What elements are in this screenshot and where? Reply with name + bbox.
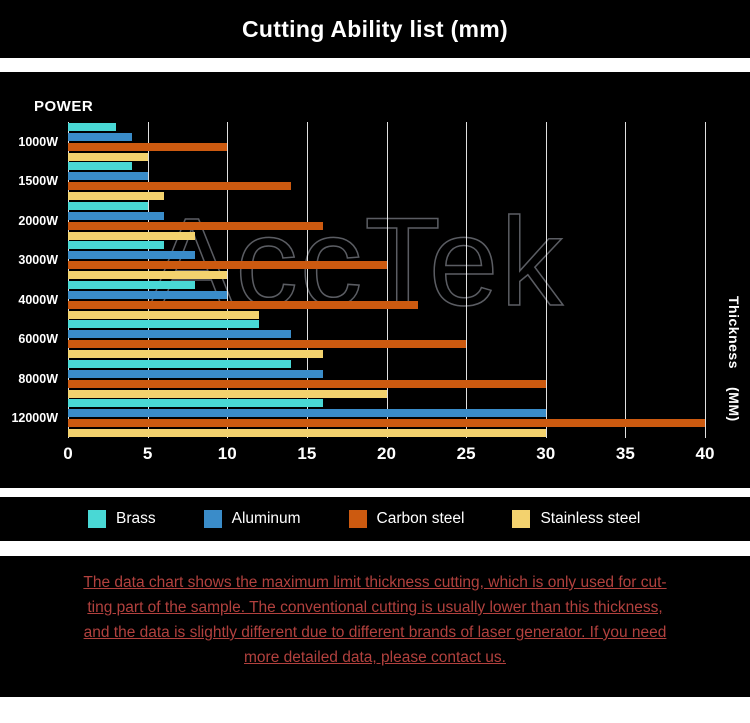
bar-stainless-steel-1500w	[68, 192, 164, 201]
y-tick-3000w: 3000W	[18, 253, 58, 268]
x-tick-25: 25	[456, 444, 476, 463]
bar-aluminum-4000w	[68, 290, 228, 299]
x-tick-40: 40	[695, 444, 715, 463]
footer-line-4: more detailed data, please contact us.	[244, 649, 506, 666]
y-tick-2000w: 2000W	[18, 213, 58, 228]
y-tick-1500w: 1500W	[18, 174, 58, 189]
x-tick-10: 10	[217, 444, 237, 463]
bar-carbon-steel-1000w	[68, 142, 228, 151]
bar-group-4000w	[68, 280, 705, 320]
legend-item-carbon-steel: Carbon steel	[348, 510, 465, 528]
bar-brass-1000w	[68, 122, 116, 131]
gridline-10	[227, 122, 229, 438]
y-tick-4000w: 4000W	[18, 292, 58, 307]
x-tick-15: 15	[297, 444, 317, 463]
thickness-unit-label: (MM)	[726, 387, 742, 423]
legend-label-aluminum: Aluminum	[231, 510, 301, 527]
bar-brass-2000w	[68, 201, 148, 210]
footer-line-2: ting part of the sample. The conventiona…	[87, 599, 663, 616]
legend-label-stainless-steel: Stainless steel	[540, 510, 641, 527]
thickness-label: Thickness	[726, 296, 742, 369]
legend-swatch-carbon-steel	[348, 510, 367, 528]
bar-aluminum-2000w	[68, 211, 164, 220]
x-axis-title: Thickness (MM)	[726, 296, 742, 422]
page-title: Cutting Ability list (mm)	[241, 15, 508, 42]
bar-brass-8000w	[68, 359, 291, 368]
y-tick-8000w: 8000W	[18, 371, 58, 386]
x-tick-30: 30	[536, 444, 556, 463]
legend-label-carbon-steel: Carbon steel	[376, 510, 465, 527]
bar-aluminum-12000w	[68, 409, 546, 418]
bar-stainless-steel-3000w	[68, 271, 228, 280]
gridline-35	[625, 122, 627, 438]
legend-label-brass: Brass	[116, 510, 156, 527]
legend-item-stainless-steel: Stainless steel	[512, 510, 640, 528]
bar-carbon-steel-2000w	[68, 221, 323, 230]
x-axis-labels: 0 5 10 15 20 25 30 35 40	[63, 444, 714, 468]
bar-aluminum-3000w	[68, 251, 196, 260]
bar-group-6000w	[68, 320, 705, 360]
bar-stainless-steel-4000w	[68, 310, 260, 319]
bar-aluminum-6000w	[68, 330, 291, 339]
gridline-40	[705, 122, 706, 438]
bar-aluminum-1000w	[68, 132, 132, 141]
gridline-5	[147, 122, 149, 438]
legend-swatch-brass	[88, 510, 106, 528]
legend: Brass Aluminum Carbon steel Stainless steel	[0, 497, 750, 541]
y-tick-6000w: 6000W	[18, 332, 58, 347]
gridline-20	[386, 122, 388, 438]
legend-swatch-aluminum	[203, 510, 222, 528]
x-tick-0: 0	[63, 444, 73, 463]
x-tick-35: 35	[615, 444, 635, 463]
gridline-30	[545, 122, 547, 438]
bar-group-2000w	[68, 201, 705, 241]
bar-carbon-steel-8000w	[68, 379, 546, 388]
bar-carbon-steel-6000w	[68, 340, 467, 349]
legend-swatch-stainless-steel	[512, 510, 531, 528]
bar-aluminum-8000w	[68, 369, 323, 378]
bar-aluminum-1500w	[68, 172, 148, 181]
bar-stainless-steel-8000w	[68, 389, 387, 398]
bar-group-1000w	[68, 122, 705, 162]
bar-group-8000w	[68, 359, 705, 399]
gridline-0	[68, 122, 69, 438]
bar-stainless-steel-12000w	[68, 429, 546, 438]
bar-carbon-steel-4000w	[68, 300, 419, 309]
bar-brass-3000w	[68, 241, 164, 250]
legend-item-aluminum: Aluminum	[203, 510, 301, 528]
footer-note: The data chart shows the maximum limit t…	[0, 556, 750, 697]
y-axis-title: POWER	[34, 98, 94, 115]
bar-carbon-steel-12000w	[68, 419, 705, 428]
gridline-15	[306, 122, 308, 438]
y-tick-12000w: 12000W	[11, 411, 58, 426]
bar-brass-6000w	[68, 320, 260, 329]
bar-group-12000w	[68, 399, 705, 439]
bar-brass-1500w	[68, 162, 132, 171]
bar-group-1500w	[68, 162, 705, 202]
y-tick-1000w: 1000W	[18, 134, 58, 149]
bar-carbon-steel-3000w	[68, 261, 387, 270]
bar-brass-4000w	[68, 280, 196, 289]
plot-area	[68, 122, 706, 438]
x-tick-20: 20	[377, 444, 396, 463]
bar-stainless-steel-6000w	[68, 350, 323, 359]
footer-line-3: and the data is slightly different due t…	[83, 624, 667, 641]
bar-stainless-steel-2000w	[68, 231, 196, 240]
bar-groups	[68, 122, 705, 438]
bar-stainless-steel-1000w	[68, 152, 148, 161]
x-tick-5: 5	[142, 444, 153, 463]
bar-carbon-steel-1500w	[68, 182, 291, 191]
legend-item-brass: Brass	[88, 510, 156, 528]
gridline-25	[466, 122, 468, 438]
bar-group-3000w	[68, 241, 705, 281]
footer-line-1: The data chart shows the maximum limit t…	[83, 574, 667, 591]
bar-brass-12000w	[68, 399, 323, 408]
title-bar: Cutting Ability list (mm)	[0, 0, 750, 58]
y-axis-labels: 1000W 1500W 2000W 3000W 4000W 6000W 8000W 12000…	[0, 122, 63, 438]
chart-panel: POWER AccTek 1000W 1500W 2000W 3000W 4000W 60…	[0, 72, 750, 488]
